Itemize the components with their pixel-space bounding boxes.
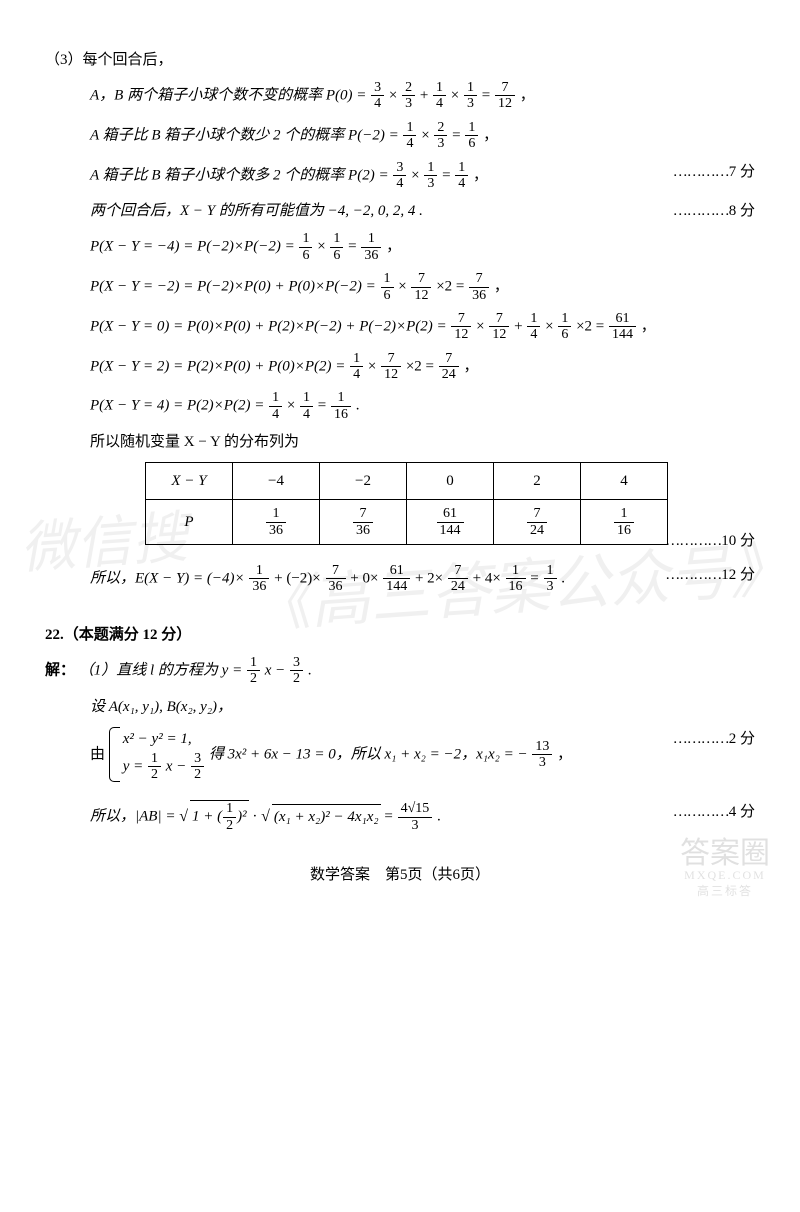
page-footer: 数学答案 第5页（共6页） [45, 863, 755, 887]
th-xy: X − Y [146, 463, 233, 500]
th-4: 4 [581, 463, 668, 500]
row-p: P [146, 500, 233, 545]
expectation: 所以，E(X − Y) = (−4)× 136 + (−2)× 736 + 0×… [45, 563, 755, 595]
cell-1: 136 [233, 500, 320, 545]
q22-line2: 设 A(x₁, y₁), B(x₂, y₂)， [45, 695, 755, 719]
sqrt-icon [179, 809, 188, 825]
pxy-4: P(X − Y = 4) = P(2)×P(2) = 14 × 14 = 116… [45, 390, 755, 422]
q22-system: 由 x² − y² = 1, y = 12 x − 32 得 3x² + 6x … [45, 727, 755, 783]
dist-table-wrap: X − Y −4 −2 0 2 4 P 136 736 61144 724 11… [45, 462, 755, 545]
score-10: 10 分 [665, 529, 755, 553]
values-line: 两个回合后，X − Y 的所有可能值为 −4, −2, 0, 2, 4 . 8 … [45, 199, 755, 223]
sqrt-icon [261, 809, 270, 825]
th-m2: −2 [320, 463, 407, 500]
cell-4: 724 [494, 500, 581, 545]
cell-2: 736 [320, 500, 407, 545]
distribution-table: X − Y −4 −2 0 2 4 P 136 736 61144 724 11… [145, 462, 668, 545]
th-m4: −4 [233, 463, 320, 500]
score-4: 4 分 [673, 800, 755, 824]
score-8: 8 分 [673, 199, 755, 223]
p2-line: A 箱子比 B 箱子小球个数多 2 个的概率 P(2) = 34 × 13 = … [45, 160, 755, 192]
pm2-line: A 箱子比 B 箱子小球个数少 2 个的概率 P(−2) = 14 × 23 =… [45, 120, 755, 152]
pxy-0: P(X − Y = 0) = P(0)×P(0) + P(2)×P(−2) + … [45, 311, 755, 343]
q22-line1: 解： （1）直线 l 的方程为 y = 12 x − 32 . [45, 655, 755, 687]
th-0: 0 [407, 463, 494, 500]
cell-3: 61144 [407, 500, 494, 545]
q22-ab: 所以，|AB| = 1 + (12)² · (x₁ + x₂)² − 4x₁x₂… [45, 800, 755, 833]
dist-intro: 所以随机变量 X − Y 的分布列为 [45, 430, 755, 454]
th-2: 2 [494, 463, 581, 500]
logo-watermark: 答案圈 MXQE.COM 高三标答 [680, 839, 770, 897]
p0-line: A，B 两个箱子小球个数不变的概率 P(0) = 34 × 23 + 14 × … [45, 80, 755, 112]
sol-label: 解： [45, 662, 75, 678]
p0-prefix: A，B 两个箱子小球个数不变的概率 P(0) = [90, 87, 370, 103]
brace-icon: x² − y² = 1, y = 12 x − 32 [109, 727, 205, 783]
score-2: 2 分 [673, 727, 755, 751]
pxy-m2: P(X − Y = −2) = P(−2)×P(0) + P(0)×P(−2) … [45, 271, 755, 303]
pxy-m4: P(X − Y = −4) = P(−2)×P(−2) = 16 × 16 = … [45, 231, 755, 263]
q22-title: 22.（本题满分 12 分） [45, 623, 755, 647]
score-7: 7 分 [673, 160, 755, 184]
cell-5: 116 [581, 500, 668, 545]
part3-header: （3）每个回合后， [45, 48, 755, 72]
pxy-2: P(X − Y = 2) = P(2)×P(0) + P(0)×P(2) = 1… [45, 351, 755, 383]
score-12: 12 分 [665, 563, 755, 587]
